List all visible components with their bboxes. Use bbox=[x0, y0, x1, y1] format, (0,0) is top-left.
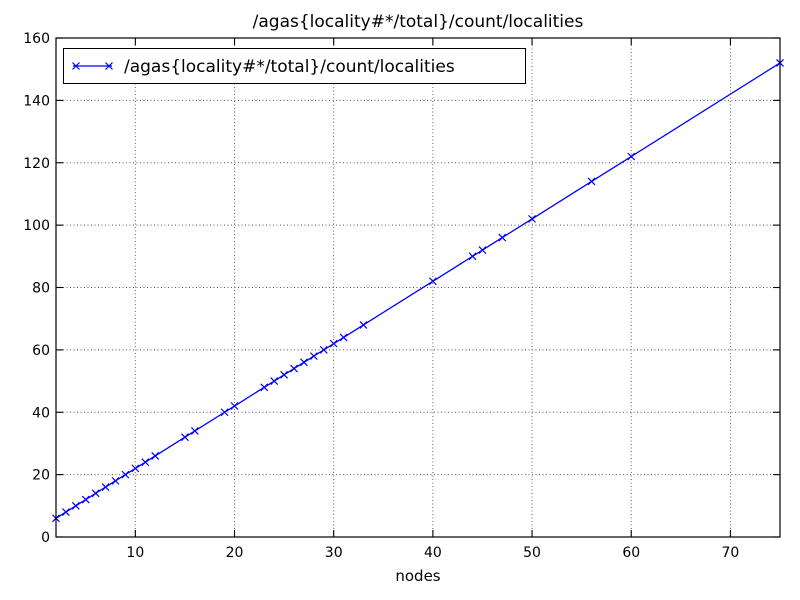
data-markers bbox=[52, 59, 784, 523]
axis-ticks bbox=[56, 37, 780, 538]
x-tick-label: 20 bbox=[226, 545, 244, 561]
x-tick-label: 10 bbox=[126, 545, 144, 561]
legend-frame bbox=[63, 48, 526, 84]
y-tick-label: 100 bbox=[23, 218, 50, 234]
x-tick-label: 50 bbox=[523, 545, 541, 561]
y-tick-label: 120 bbox=[23, 156, 50, 172]
legend-label: /agas{locality#*/total}/count/localities bbox=[124, 57, 455, 77]
x-tick-label: 40 bbox=[424, 545, 442, 561]
y-tick-label: 40 bbox=[32, 405, 50, 421]
y-tick-label: 60 bbox=[32, 343, 50, 359]
chart-title: /agas{locality#*/total}/count/localities bbox=[253, 12, 584, 32]
legend: /agas{locality#*/total}/count/localities bbox=[63, 48, 526, 84]
y-tick-label: 20 bbox=[32, 468, 50, 484]
legend-marker bbox=[72, 62, 113, 70]
x-axis-label: nodes bbox=[395, 567, 440, 585]
x-tick-labels: 10 20 30 40 50 60 70 bbox=[126, 545, 739, 561]
x-tick-label: 60 bbox=[622, 545, 640, 561]
y-tick-label: 0 bbox=[41, 530, 50, 546]
y-tick-labels: 0 20 40 60 80 100 120 140 160 bbox=[23, 31, 50, 546]
x-tick-label: 30 bbox=[325, 545, 343, 561]
gridlines bbox=[56, 37, 780, 538]
y-tick-label: 80 bbox=[32, 281, 50, 297]
x-tick-label: 70 bbox=[721, 545, 739, 561]
y-tick-label: 160 bbox=[23, 31, 50, 47]
y-tick-label: 140 bbox=[23, 93, 50, 109]
